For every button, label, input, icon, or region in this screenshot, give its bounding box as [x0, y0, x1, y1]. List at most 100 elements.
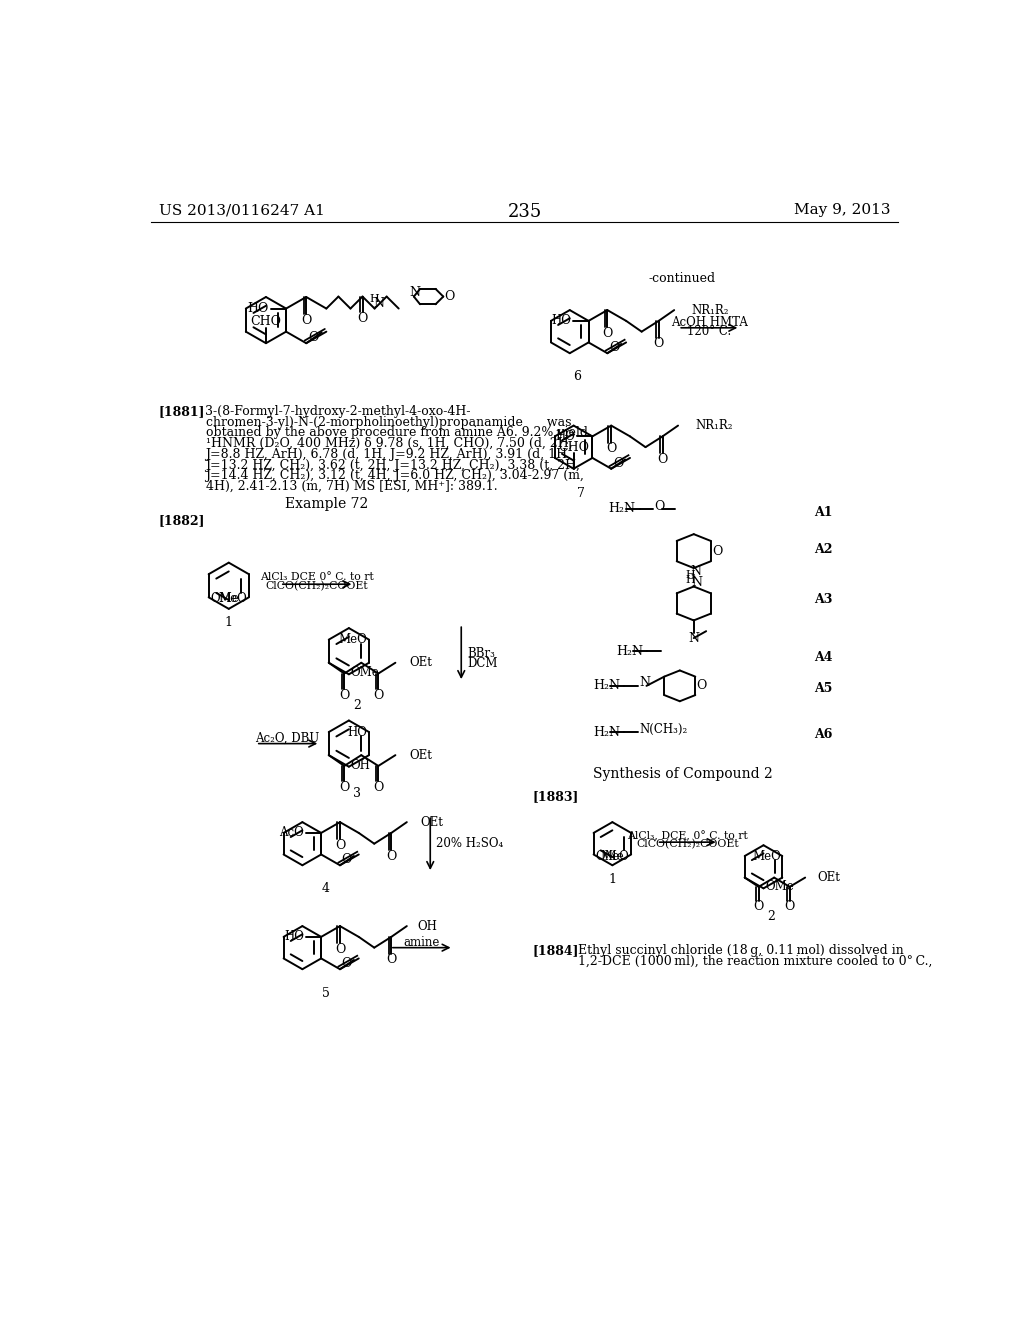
Text: O: O	[754, 900, 764, 913]
Text: O: O	[606, 442, 616, 455]
Text: A6: A6	[814, 729, 833, 742]
Text: 20% H₂SO₄: 20% H₂SO₄	[436, 837, 504, 850]
Text: O: O	[308, 331, 318, 345]
Text: OMe: OMe	[765, 880, 794, 894]
Text: N(CH₃)₂: N(CH₃)₂	[640, 723, 688, 737]
Text: O: O	[301, 314, 311, 326]
Text: O: O	[712, 545, 722, 557]
Text: O: O	[444, 290, 455, 304]
Text: O: O	[373, 781, 384, 795]
Text: 1: 1	[608, 873, 616, 886]
Text: CHO: CHO	[558, 441, 589, 454]
Text: [1883]: [1883]	[532, 789, 579, 803]
Text: O: O	[373, 689, 384, 702]
Text: [1881]: [1881]	[159, 405, 206, 418]
Text: O: O	[386, 953, 396, 966]
Text: O: O	[386, 850, 396, 862]
Text: N: N	[691, 576, 702, 589]
Text: NR₁R₂: NR₁R₂	[691, 304, 729, 317]
Text: H₂N: H₂N	[593, 680, 620, 693]
Text: J=8.8 HZ, ArH), 6.78 (d, 1H, J=9.2 HZ, ArH), 3.91 (d, 1H,: J=8.8 HZ, ArH), 6.78 (d, 1H, J=9.2 HZ, A…	[206, 447, 571, 461]
Text: OH: OH	[418, 920, 437, 933]
Text: CHO: CHO	[251, 315, 282, 329]
Text: O: O	[657, 453, 668, 466]
Text: A5: A5	[814, 682, 833, 696]
Text: OEt: OEt	[421, 816, 443, 829]
Text: HO: HO	[555, 430, 575, 444]
Text: AcOH HMTA: AcOH HMTA	[671, 317, 748, 329]
Text: OMe: OMe	[350, 667, 379, 680]
Text: O: O	[613, 457, 624, 470]
Text: H₂N: H₂N	[593, 726, 620, 739]
Text: O: O	[609, 342, 620, 354]
Text: 3-(8-Formyl-7-hydroxy-2-methyl-4-oxo-4H-: 3-(8-Formyl-7-hydroxy-2-methyl-4-oxo-4H-	[206, 405, 471, 418]
Text: 4: 4	[322, 882, 330, 895]
Text: N: N	[374, 297, 385, 310]
Text: MeO: MeO	[339, 634, 368, 647]
Text: 3: 3	[352, 787, 360, 800]
Text: Ac₂O, DBU: Ac₂O, DBU	[256, 733, 319, 744]
Text: DCM: DCM	[467, 657, 498, 671]
Text: 4H), 2.41-2.13 (m, 7H) MS [ESI, MH⁺]: 389.1.: 4H), 2.41-2.13 (m, 7H) MS [ESI, MH⁺]: 38…	[206, 480, 497, 494]
Text: MeO: MeO	[752, 850, 780, 862]
Text: H: H	[369, 294, 379, 305]
Text: Example 72: Example 72	[285, 498, 368, 511]
Text: BBr₃: BBr₃	[467, 647, 496, 660]
Text: 2: 2	[767, 911, 775, 924]
Text: ClCO(CH₂)₂COOEt: ClCO(CH₂)₂COOEt	[266, 581, 369, 591]
Text: N: N	[690, 565, 701, 578]
Text: O: O	[357, 312, 368, 325]
Text: HO: HO	[552, 314, 571, 327]
Text: HO: HO	[347, 726, 368, 739]
Text: 235: 235	[508, 203, 542, 220]
Text: O: O	[602, 326, 612, 339]
Text: AcO: AcO	[280, 826, 304, 840]
Text: OEt: OEt	[410, 656, 432, 669]
Text: 1,2-DCE (1000 ml), the reaction mixture cooled to 0° C.,: 1,2-DCE (1000 ml), the reaction mixture …	[578, 954, 932, 968]
Text: O: O	[784, 900, 795, 913]
Text: 6: 6	[573, 370, 582, 383]
Text: H₂N: H₂N	[608, 502, 636, 515]
Text: 1: 1	[224, 616, 232, 630]
Text: OEt: OEt	[817, 871, 841, 884]
Text: OH: OH	[350, 759, 371, 772]
Text: [1882]: [1882]	[159, 515, 206, 527]
Text: A1: A1	[814, 507, 833, 520]
Text: OMe: OMe	[210, 593, 239, 606]
Text: HO: HO	[248, 302, 269, 315]
Text: J=13.2 HZ, CH₂), 3.62 (t, 2H, J=13.2 HZ, CH₂), 3.38 (t, 2H,: J=13.2 HZ, CH₂), 3.62 (t, 2H, J=13.2 HZ,…	[206, 459, 581, 471]
Text: MeO: MeO	[218, 593, 248, 606]
Text: AlCl₃ DCE 0° C. to rt: AlCl₃ DCE 0° C. to rt	[260, 572, 374, 582]
Text: O: O	[653, 338, 664, 351]
Text: Ethyl succinyl chloride (18 g, 0.11 mol) dissolved in: Ethyl succinyl chloride (18 g, 0.11 mol)…	[578, 944, 903, 957]
Text: O: O	[654, 500, 665, 513]
Text: A3: A3	[814, 594, 833, 606]
Text: obtained by the above procedure from amine A6. 9.2% yield.: obtained by the above procedure from ami…	[206, 426, 592, 440]
Text: OEt: OEt	[410, 748, 432, 762]
Text: NR₁R₂: NR₁R₂	[695, 418, 732, 432]
Text: chromen-3-yl)-N-(2-morpholinoethyl)propanamide      was: chromen-3-yl)-N-(2-morpholinoethyl)propa…	[206, 416, 571, 429]
Text: amine: amine	[403, 936, 440, 949]
Text: MeO: MeO	[601, 850, 630, 862]
Text: J=14.4 HZ, CH₂), 3.12 (t, 4H, J=6.0 HZ, CH₂), 3.04-2.97 (m,: J=14.4 HZ, CH₂), 3.12 (t, 4H, J=6.0 HZ, …	[206, 470, 585, 483]
Text: 120° C.: 120° C.	[687, 326, 731, 338]
Text: H₂N: H₂N	[616, 644, 643, 657]
Text: H: H	[685, 570, 694, 579]
Text: May 9, 2013: May 9, 2013	[794, 203, 891, 216]
Text: N: N	[640, 676, 650, 689]
Text: N: N	[410, 286, 420, 300]
Text: AlCl₃, DCE, 0° C. to rt: AlCl₃, DCE, 0° C. to rt	[627, 830, 748, 841]
Text: O: O	[339, 689, 349, 702]
Text: ClCO(CH₂)₂COOEt: ClCO(CH₂)₂COOEt	[636, 840, 739, 849]
Text: O: O	[339, 781, 349, 795]
Text: 2: 2	[352, 698, 360, 711]
Text: [1884]: [1884]	[532, 944, 579, 957]
Text: A2: A2	[814, 544, 833, 557]
Text: N: N	[688, 631, 699, 644]
Text: -continued: -continued	[649, 272, 716, 285]
Text: Synthesis of Compound 2: Synthesis of Compound 2	[593, 767, 773, 780]
Text: 7: 7	[578, 487, 586, 500]
Text: 5: 5	[322, 987, 330, 1001]
Text: HO: HO	[285, 931, 304, 944]
Text: OMe: OMe	[595, 850, 624, 862]
